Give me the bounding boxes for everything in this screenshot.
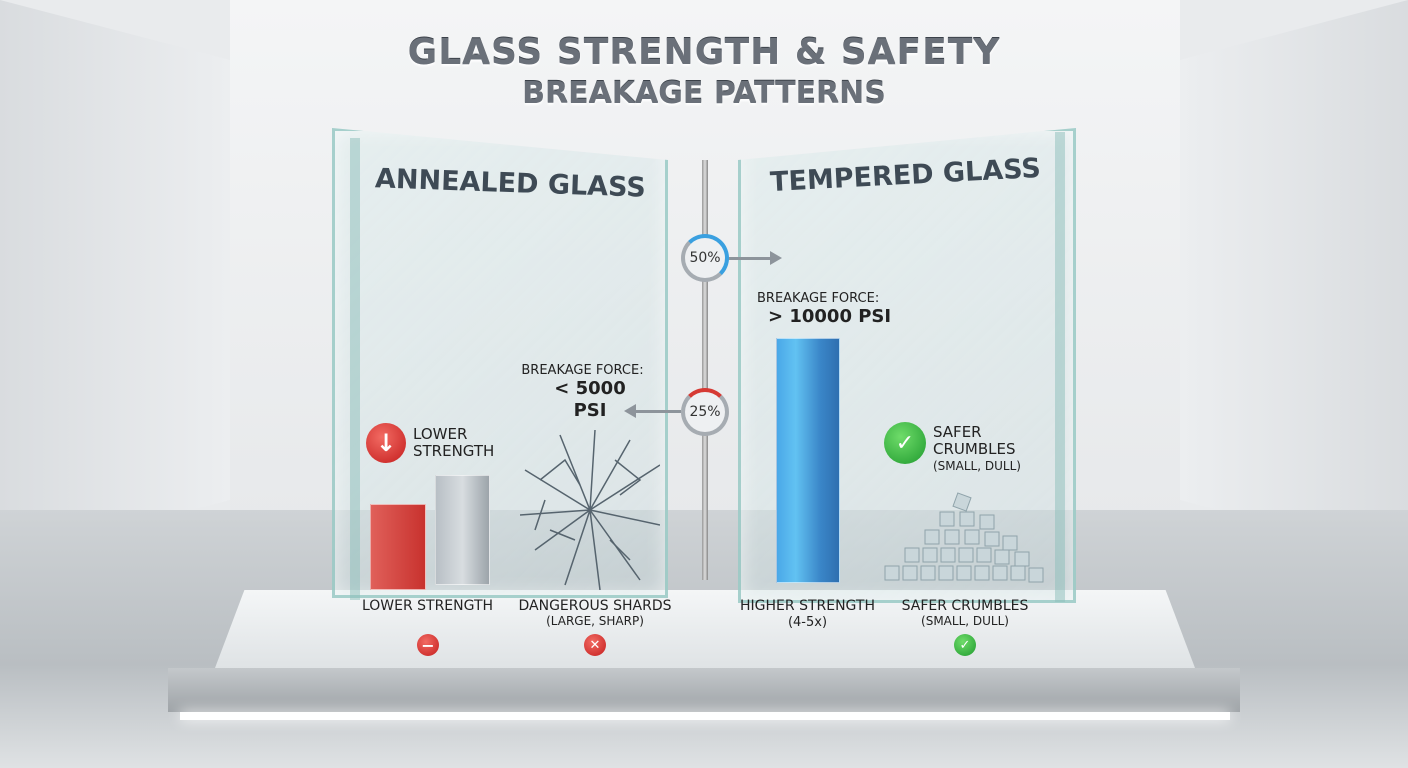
arrow-right-head (770, 251, 782, 265)
glass-edge (1055, 132, 1065, 602)
callout-line: SAFER (933, 423, 982, 441)
tempered-force-value: > 10000 PSI (768, 306, 892, 327)
tempered-strength-bar (776, 338, 840, 583)
minus-icon: − (417, 634, 439, 656)
platform-front (168, 668, 1240, 712)
gauge-label: 25% (689, 404, 721, 420)
right-wall (1180, 0, 1408, 560)
reference-bar (435, 475, 490, 585)
glass-crumbles-pile (884, 492, 1044, 583)
arrow-left (636, 410, 681, 413)
left-wall (0, 0, 230, 560)
arrow-left-head (624, 404, 636, 418)
callout-line: CRUMBLES (933, 440, 1016, 458)
platform-top (215, 590, 1195, 668)
annealed-callout: LOWER STRENGTH (413, 425, 495, 460)
gauge-label: 50% (689, 250, 721, 266)
annealed-force-value: < 5000 PSI (554, 378, 626, 421)
tempered-force-label: BREAKAGE FORCE: (757, 291, 880, 306)
tempered-bottom-label: HIGHER STRENGTH (740, 598, 875, 614)
tempered-callout: SAFER CRUMBLES (SMALL, DULL) (933, 424, 1021, 475)
annealed-bottom-label: LOWER STRENGTH (361, 598, 494, 614)
crumbles-label: SAFER CRUMBLES (901, 598, 1029, 614)
x-icon: ✕ (584, 634, 606, 656)
check-icon: ✓ (884, 422, 926, 464)
annealed-strength-bar (370, 504, 426, 590)
platform-light (180, 712, 1230, 720)
arrow-right (728, 257, 773, 260)
subtitle: BREAKAGE PATTERNS (522, 76, 886, 111)
gauge-25: 25% (681, 388, 729, 436)
shards-sublabel: (LARGE, SHARP) (546, 614, 644, 628)
shattered-glass-icon (520, 430, 660, 590)
shards-label: DANGEROUS SHARDS (518, 598, 672, 614)
tempered-bottom-sublabel: (4-5x) (787, 615, 828, 630)
down-arrow-icon: ↓ (366, 423, 406, 463)
glass-edge (350, 138, 360, 600)
center-pole (702, 160, 708, 580)
gauge-50: 50% (681, 234, 729, 282)
check-icon: ✓ (954, 634, 976, 656)
main-title: GLASS STRENGTH & SAFETY (407, 32, 1001, 73)
annealed-force-label: BREAKAGE FORCE: (521, 363, 644, 378)
crumbles-sublabel: (SMALL, DULL) (921, 614, 1009, 628)
callout-line: (SMALL, DULL) (933, 459, 1021, 473)
